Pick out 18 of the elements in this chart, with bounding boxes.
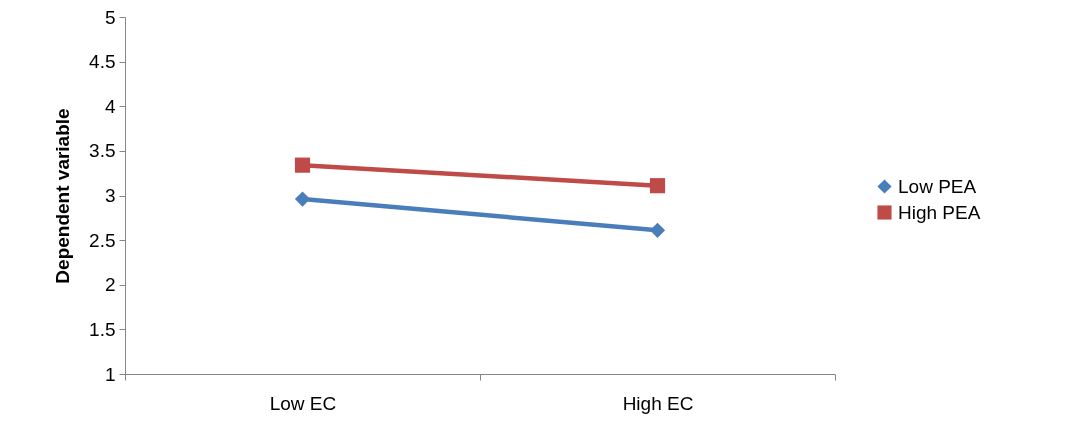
point	[294, 191, 311, 207]
y-tick-label: 4.5	[89, 51, 116, 73]
y-tick-label: 3.5	[89, 140, 116, 162]
legend-label: Low PEA	[898, 175, 977, 197]
point	[649, 222, 666, 238]
y-tick-label: 2	[104, 274, 116, 296]
x-tick-label: Low EC	[269, 392, 337, 414]
y-tick-label: 3	[104, 185, 116, 206]
y-tick-label: 1	[104, 363, 116, 385]
y-tick-label: 4	[104, 95, 116, 117]
y-tick-label: 2.5	[89, 229, 116, 251]
legend-label: High PEA	[898, 201, 981, 223]
x-tick-label: High EC	[622, 392, 694, 414]
y-tick-label: 1.5	[89, 318, 116, 340]
y-axis-title: Dependent variable	[52, 108, 74, 284]
point	[294, 157, 311, 173]
point	[649, 178, 666, 194]
y-tick-label: 5	[104, 6, 116, 28]
